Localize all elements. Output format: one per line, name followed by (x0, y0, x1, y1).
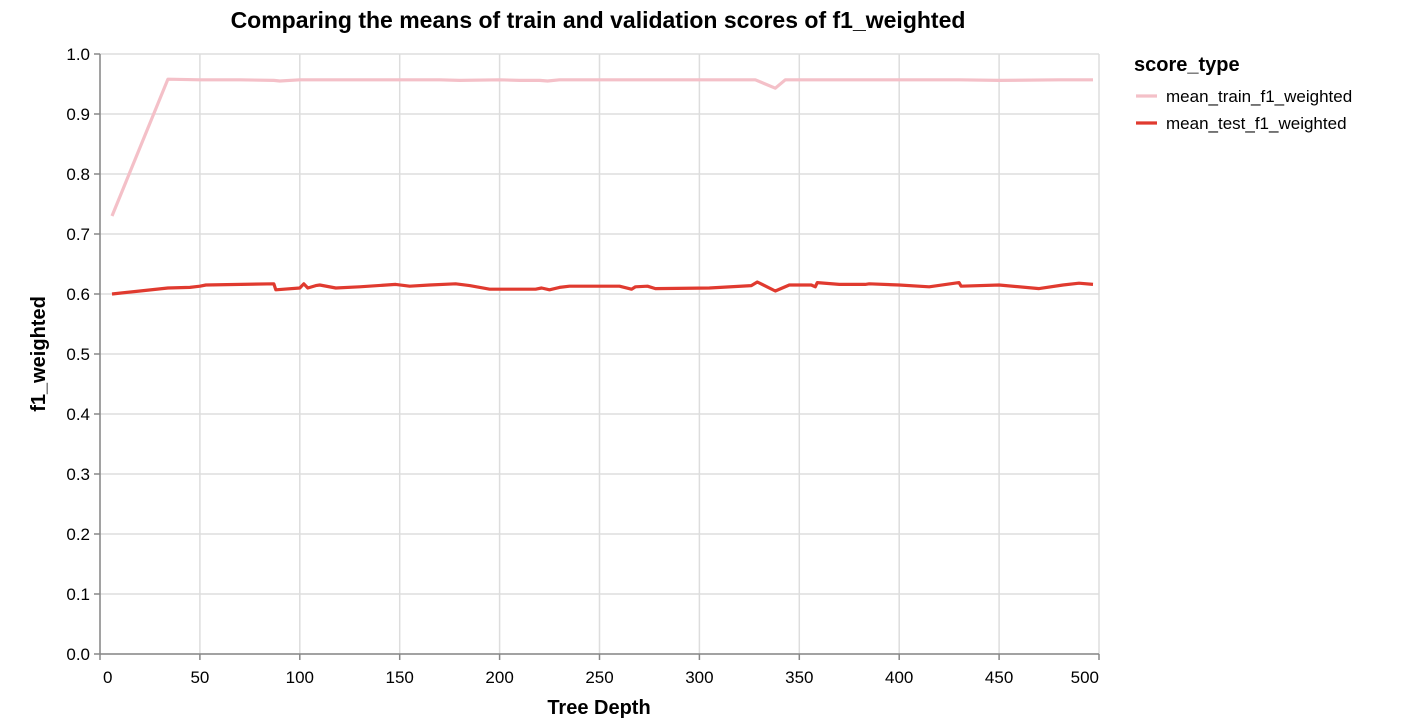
series-line-mean_test_f1_weighted (111, 280, 1094, 296)
legend-label: mean_train_f1_weighted (1166, 87, 1352, 106)
y-tick-label: 0.3 (66, 465, 90, 484)
legend-label: mean_test_f1_weighted (1166, 114, 1347, 133)
grid (99, 53, 1100, 655)
series-line-mean_train_f1_weighted (110, 77, 1093, 217)
x-tick-label: 400 (885, 668, 913, 687)
x-axis-title: Tree Depth (547, 697, 650, 719)
y-tick-label: 0.5 (66, 345, 90, 364)
y-tick-label: 1.0 (66, 45, 90, 64)
y-tick-label: 0.2 (66, 525, 90, 544)
x-tick-label: 450 (985, 668, 1013, 687)
y-tick-label: 0.7 (66, 225, 90, 244)
x-tick-label: 50 (190, 668, 209, 687)
y-tick-label: 0.6 (66, 285, 90, 304)
legend: score_type mean_train_f1_weighted mean_te… (1134, 54, 1352, 133)
x-tick-label: 350 (785, 668, 813, 687)
x-tick-label: 300 (685, 668, 713, 687)
chart-title: Comparing the means of train and validat… (231, 7, 966, 33)
x-tick-label: 100 (286, 668, 314, 687)
x-tick-label: 250 (585, 668, 613, 687)
x-tick-label: 150 (386, 668, 414, 687)
y-tick-label: 0.8 (66, 165, 90, 184)
legend-title: score_type (1134, 54, 1240, 76)
x-tick-label: 500 (1071, 668, 1099, 687)
y-tick-label: 0.1 (66, 585, 90, 604)
y-axis-title: f1_weighted (28, 296, 50, 412)
y-tick-label: 0.9 (66, 105, 90, 124)
plot-lines (110, 77, 1094, 296)
x-tick-label: 0 (103, 668, 112, 687)
x-tick-label: 200 (485, 668, 513, 687)
y-tick-label: 0.4 (66, 405, 90, 424)
y-tick-label: 0.0 (66, 645, 90, 664)
axes: 0 50 100 150 200 250 300 350 400 450 500 0.0 0.1 0.2 0… (66, 45, 1100, 687)
